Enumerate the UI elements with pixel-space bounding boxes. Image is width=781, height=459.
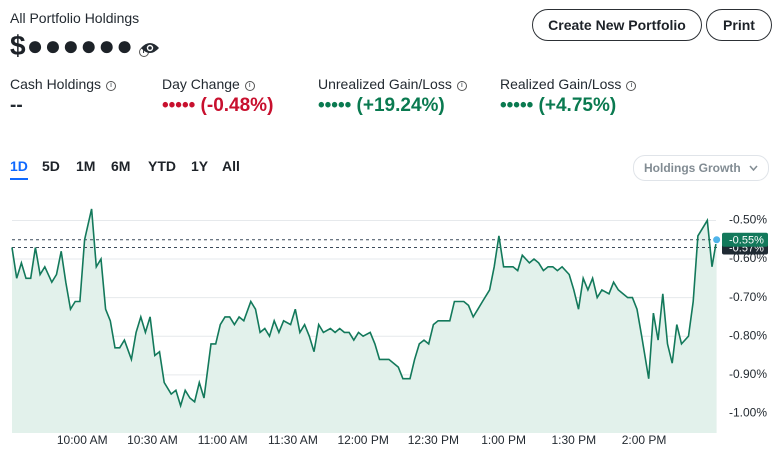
info-icon[interactable] xyxy=(106,81,117,91)
balance: $●●●●●● xyxy=(10,30,150,62)
stat-label: Day Change xyxy=(162,76,255,92)
stat-masked: -- xyxy=(10,95,23,116)
stat-value: ••••• (+19.24%) xyxy=(318,95,445,117)
holdings-dropdown[interactable]: Holdings Growth xyxy=(633,155,769,181)
print-button[interactable]: Print xyxy=(706,9,772,41)
current-point xyxy=(712,235,722,245)
x-tick-label: 10:00 AM xyxy=(57,433,108,447)
x-tick-label: 11:00 AM xyxy=(198,433,248,447)
stat-masked: ••••• xyxy=(162,95,196,116)
eye-icon[interactable] xyxy=(140,40,160,56)
stat-change: (+19.24%) xyxy=(356,95,445,116)
range-tab[interactable]: 1D xyxy=(10,158,28,180)
stat-value: -- xyxy=(10,95,23,117)
range-tab[interactable]: 1M xyxy=(76,158,96,174)
info-icon[interactable] xyxy=(244,81,255,91)
stat-change: (-0.48%) xyxy=(200,95,274,116)
stat-masked: ••••• xyxy=(318,95,352,116)
range-tab[interactable]: 6M xyxy=(111,158,131,174)
x-tick-label: 11:30 AM xyxy=(268,433,318,447)
page-title: All Portfolio Holdings xyxy=(10,10,140,26)
create-portfolio-button[interactable]: Create New Portfolio xyxy=(532,9,702,41)
info-icon[interactable] xyxy=(456,81,467,91)
y-tick-label: -0.50% xyxy=(729,213,767,227)
range-tab[interactable]: 5D xyxy=(42,158,60,174)
stat-label: Unrealized Gain/Loss xyxy=(318,76,467,92)
reference-label-box xyxy=(722,232,768,247)
range-tab[interactable]: YTD xyxy=(148,158,176,174)
info-icon[interactable] xyxy=(626,81,637,91)
dropdown-label: Holdings Growth xyxy=(644,161,741,175)
x-tick-label: 12:00 PM xyxy=(337,433,388,447)
chart: -0.50% -0.60% -0.70% -0.80% -0.90% -1.00% 10:0… xyxy=(11,208,768,447)
line xyxy=(11,208,718,409)
y-tick-label: -0.90% xyxy=(729,367,767,381)
stat-label: Cash Holdings xyxy=(10,76,117,92)
y-tick-label: -1.00% xyxy=(729,406,767,420)
reference-label: -0.55% xyxy=(729,235,764,247)
x-tick-label: 1:30 PM xyxy=(551,433,596,447)
chevron xyxy=(749,165,758,171)
range-tab[interactable]: 1Y xyxy=(191,158,209,174)
y-tick-label: -0.80% xyxy=(729,328,767,342)
x-tick-label: 1:00 PM xyxy=(481,433,526,447)
stat-label: Realized Gain/Loss xyxy=(500,76,637,92)
area-fill xyxy=(12,208,717,433)
balance-value: $●●●●●● xyxy=(10,30,135,61)
x-tick-label: 10:30 AM xyxy=(127,433,178,447)
stat-value: ••••• (-0.48%) xyxy=(162,95,273,117)
y-tick-label: -0.70% xyxy=(729,290,767,304)
stat-value: ••••• (+4.75%) xyxy=(500,95,616,117)
stat-masked: ••••• xyxy=(500,95,534,116)
stat-change: (+4.75%) xyxy=(538,95,617,116)
x-tick-label: 2:00 PM xyxy=(622,433,667,447)
y-tick-label: -0.60% xyxy=(729,251,767,265)
x-tick-label: 12:30 PM xyxy=(408,433,459,447)
range-tab[interactable]: All xyxy=(222,158,240,174)
